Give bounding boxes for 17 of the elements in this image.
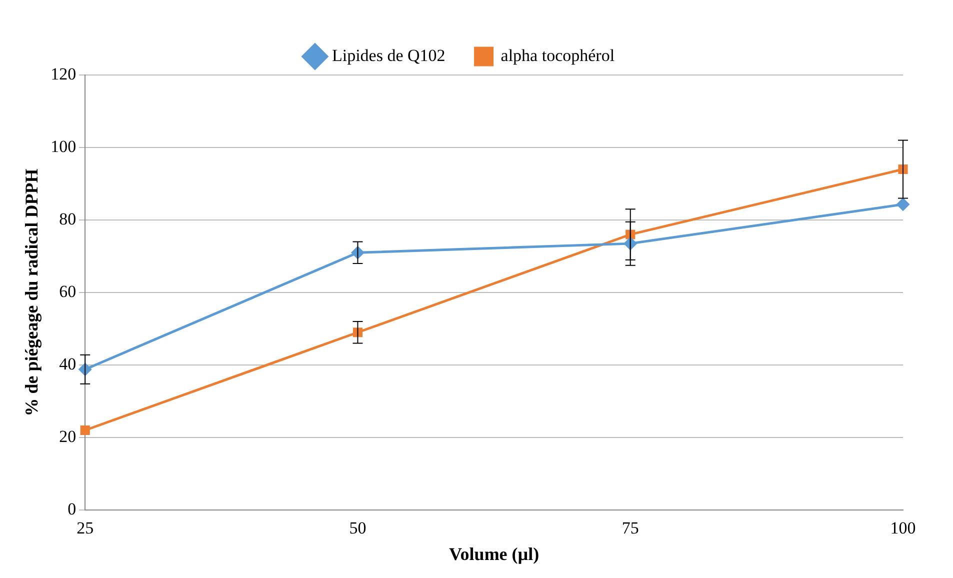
- x-tick-label: 75: [622, 518, 639, 538]
- y-tick-label: 0: [68, 499, 76, 518]
- legend-label: Lipides de Q102: [332, 46, 446, 65]
- y-tick-label: 80: [59, 209, 76, 228]
- x-tick-label: 100: [890, 518, 916, 538]
- y-tick-label: 40: [59, 354, 76, 374]
- y-tick-label: 20: [59, 426, 76, 446]
- legend-label: alpha tocophérol: [500, 46, 615, 65]
- x-axis-title: Volume (µl): [448, 544, 540, 564]
- y-axis-title: % de piégeage du radical DPPH: [21, 168, 42, 416]
- point: [896, 198, 910, 211]
- point: [80, 425, 90, 436]
- y-tick-label: 60: [59, 282, 76, 301]
- x-tick-label: 50: [349, 518, 366, 538]
- y-tick-label: 120: [50, 64, 76, 84]
- x-tick-label: 25: [76, 518, 94, 538]
- y-tick-label: 100: [50, 136, 76, 156]
